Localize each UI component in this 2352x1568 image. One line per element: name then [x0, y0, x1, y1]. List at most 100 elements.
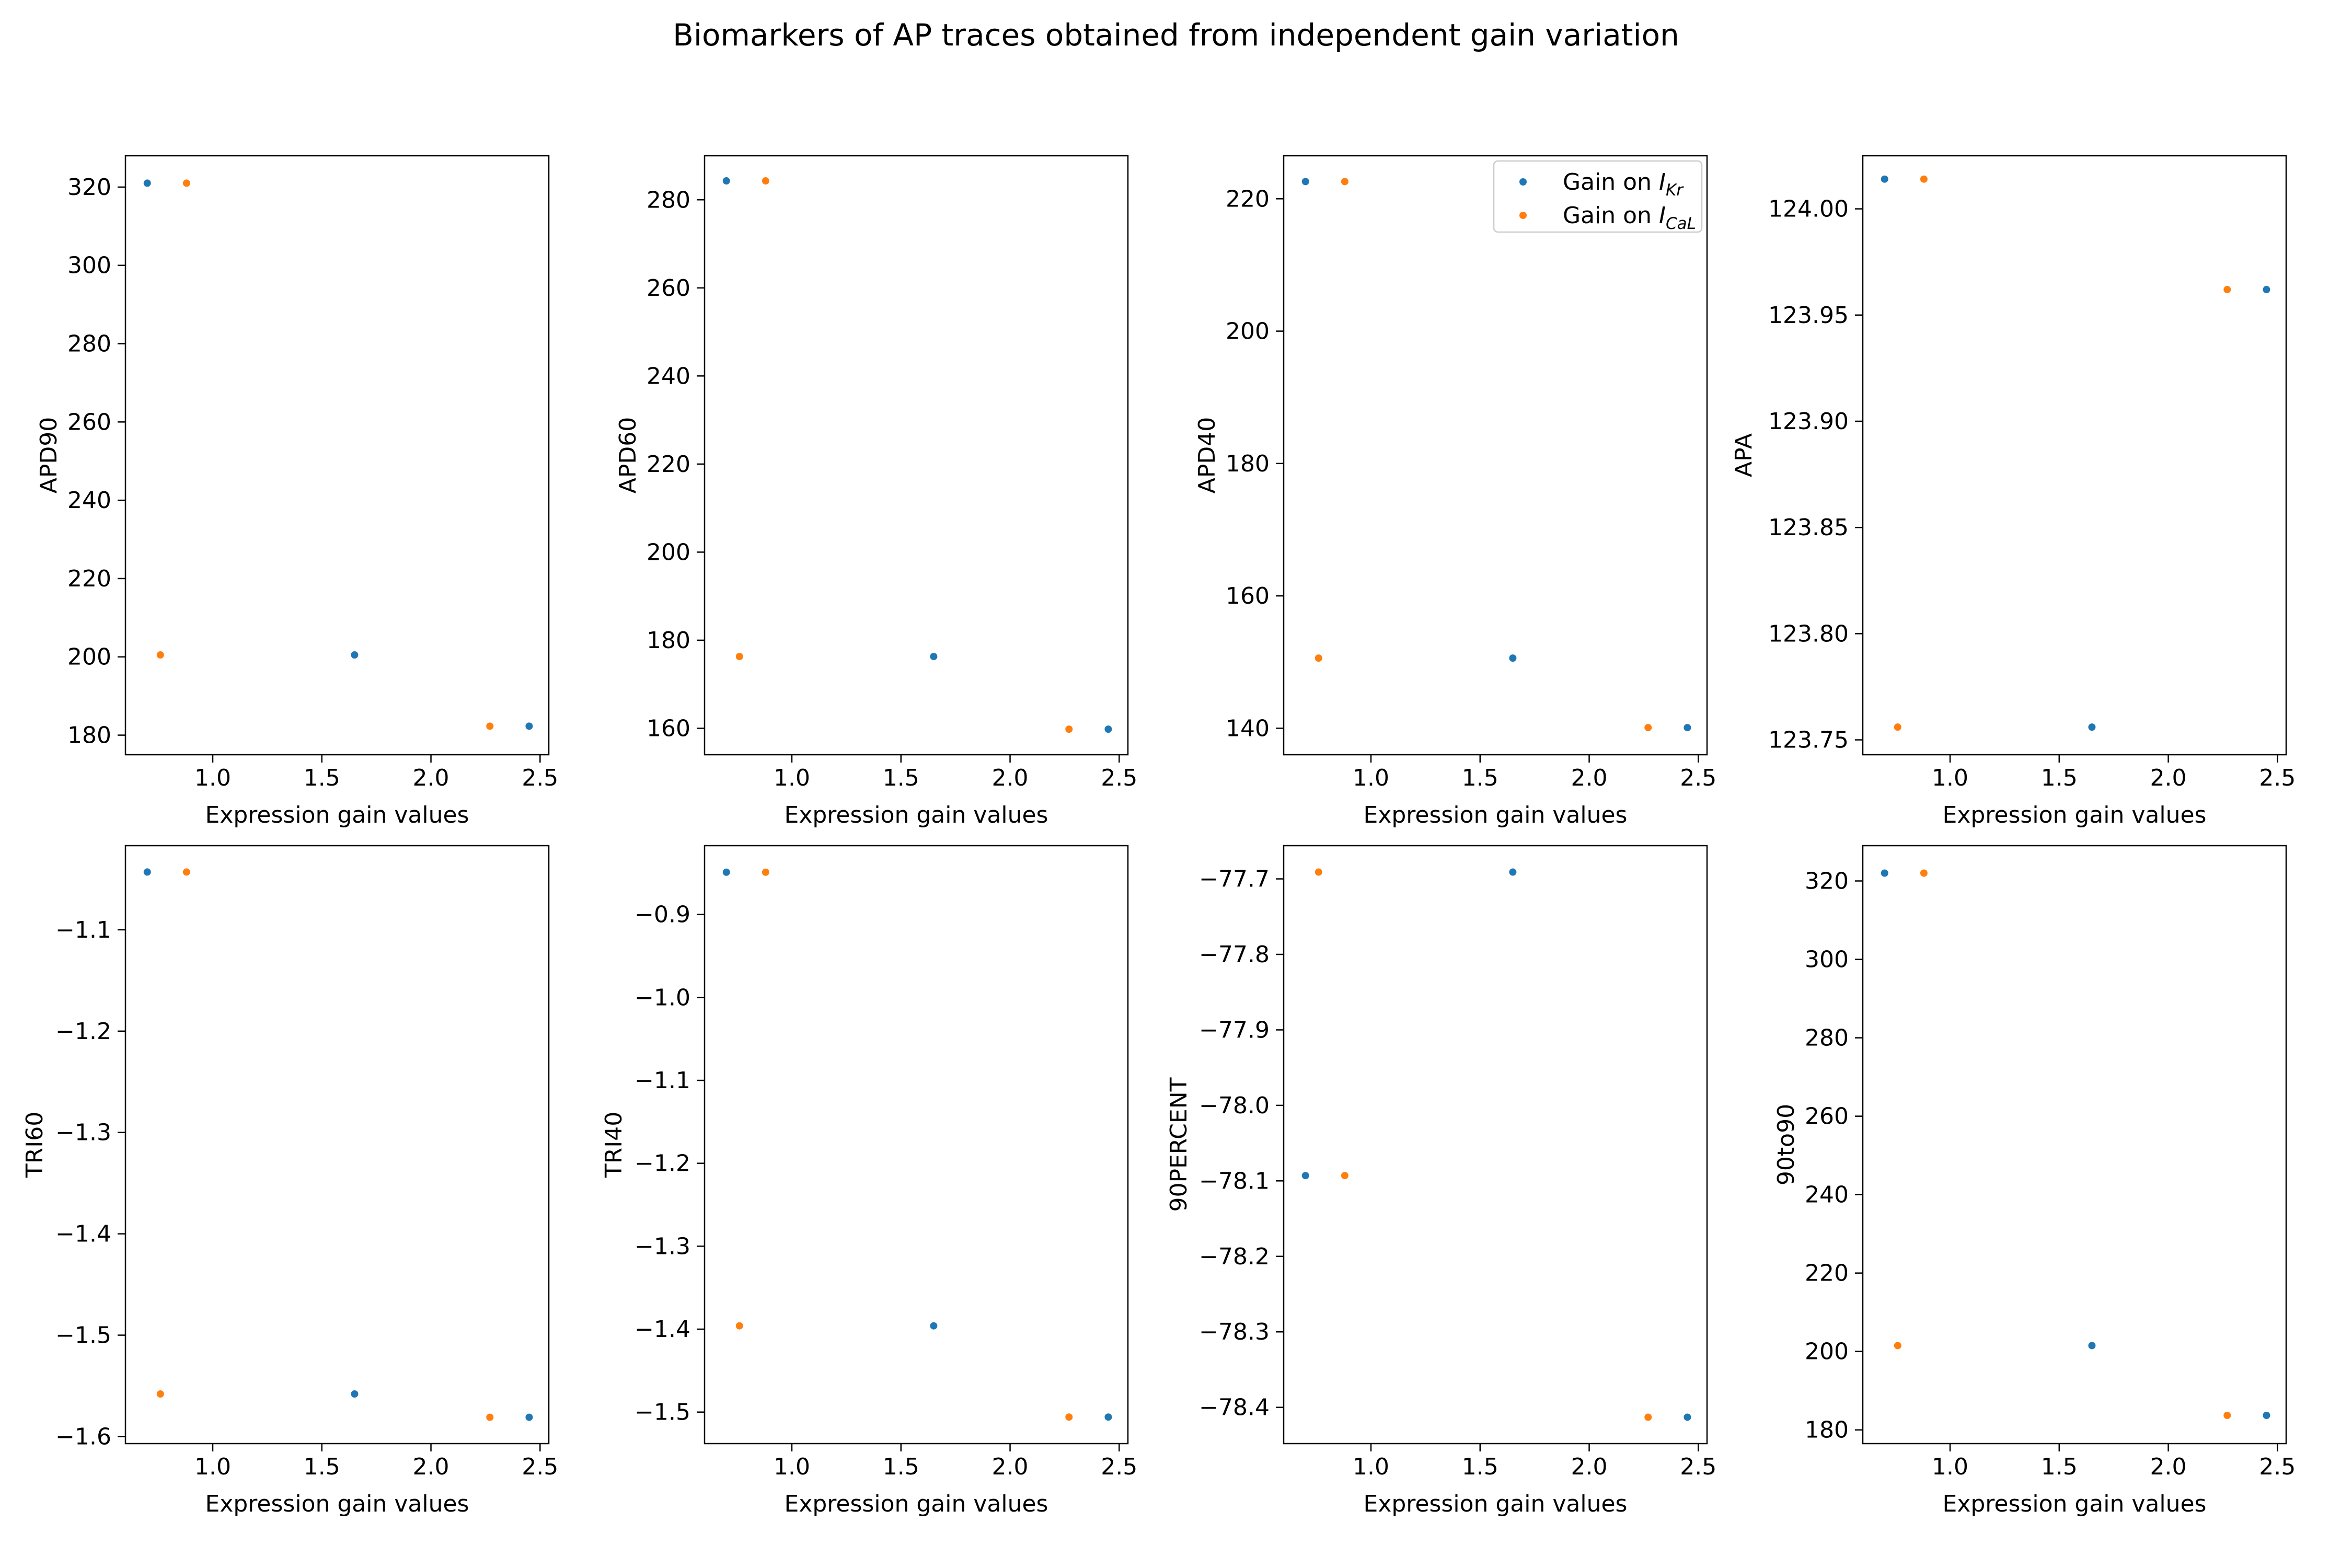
y-tick-label: 280: [1805, 1025, 1849, 1052]
point-gain-ikr: [1509, 654, 1517, 662]
point-gain-ical: [1065, 1413, 1073, 1421]
point-gain-ikr: [1684, 1413, 1691, 1421]
y-tick-label: 220: [67, 566, 111, 592]
y-tick-label: 180: [647, 627, 690, 654]
y-tick-label: −78.2: [1199, 1243, 1270, 1270]
y-tick-label: 300: [1805, 947, 1849, 973]
y-tick-label: −1.6: [55, 1423, 111, 1450]
y-tick-label: 300: [67, 252, 111, 279]
x-axis-label: Expression gain values: [1943, 802, 2207, 828]
y-tick-label: 220: [647, 451, 690, 478]
point-gain-ikr: [1104, 1413, 1112, 1421]
point-gain-ikr: [1881, 869, 1888, 877]
x-tick-label: 1.0: [774, 1454, 810, 1480]
x-tick-label: 2.0: [992, 765, 1029, 791]
y-tick-label: −1.1: [55, 917, 111, 943]
point-gain-ical: [182, 179, 190, 187]
point-gain-ical: [1894, 723, 1901, 731]
y-tick-label: 240: [1805, 1182, 1849, 1208]
y-tick-label: −77.9: [1199, 1017, 1270, 1043]
point-gain-ikr: [525, 1413, 533, 1421]
point-gain-ical: [1894, 1342, 1901, 1350]
y-tick-label: 200: [67, 644, 111, 671]
point-gain-ikr: [1881, 175, 1888, 183]
y-axis-label: 90PERCENT: [1166, 1077, 1192, 1212]
point-gain-ical: [1065, 725, 1073, 733]
x-tick-label: 1.0: [1932, 1454, 1968, 1480]
y-axis-label: APD60: [615, 417, 641, 494]
point-gain-ical: [1644, 724, 1652, 732]
subplot-90percent: 1.0 1.5 2.0 2.5 −78.4 −78.3 −78.2 −78.1 −78.0 −77…: [1166, 845, 1716, 1517]
point-gain-ical: [182, 868, 190, 876]
y-tick-label: 180: [1805, 1417, 1849, 1444]
legend-marker: [1519, 212, 1527, 219]
x-tick-label: 2.5: [522, 1454, 558, 1480]
y-tick-label: 280: [647, 187, 690, 213]
y-tick-label: −78.1: [1199, 1168, 1270, 1194]
point-gain-ikr: [722, 177, 730, 185]
subplot-apd90: 1.0 1.5 2.0 2.5 180 200 220 240 260 280 300 320 Expr…: [36, 155, 558, 828]
point-gain-ikr: [722, 868, 730, 876]
x-tick-label: 1.0: [1353, 765, 1389, 791]
y-tick-label: 180: [67, 722, 111, 749]
x-axis-label: Expression gain values: [1943, 1491, 2207, 1517]
point-gain-ical: [1315, 654, 1322, 662]
point-gain-ikr: [1684, 724, 1691, 732]
y-tick-label: 180: [1226, 451, 1270, 477]
x-axis-label: Expression gain values: [785, 1491, 1048, 1517]
x-tick-label: 1.5: [2041, 1454, 2078, 1480]
point-gain-ikr: [1509, 868, 1517, 876]
x-tick-label: 2.0: [413, 1454, 449, 1480]
y-tick-label: 160: [1226, 583, 1270, 609]
y-tick-label: 123.80: [1768, 620, 1849, 647]
y-tick-label: −1.2: [55, 1018, 111, 1045]
point-gain-ical: [2223, 1411, 2231, 1419]
point-gain-ikr: [2263, 1411, 2270, 1419]
plot-frame: [1283, 155, 1708, 756]
plot-frame: [704, 845, 1129, 1445]
y-tick-label: 240: [67, 487, 111, 514]
x-tick-label: 1.5: [304, 1454, 340, 1480]
point-gain-ical: [156, 1390, 164, 1398]
y-tick-label: −78.0: [1199, 1092, 1270, 1119]
y-tick-label: −78.4: [1199, 1394, 1270, 1421]
point-gain-ical: [2223, 286, 2231, 294]
point-gain-ikr: [2088, 723, 2096, 731]
legend-marker: [1519, 178, 1527, 186]
y-axis-label: APA: [1731, 433, 1757, 477]
x-tick-label: 1.0: [1932, 765, 1968, 791]
y-axis-label: 90to90: [1773, 1104, 1800, 1185]
point-gain-ical: [762, 177, 769, 185]
plot-frame: [1862, 845, 2287, 1445]
point-gain-ikr: [143, 868, 151, 876]
x-axis-label: Expression gain values: [205, 1491, 469, 1517]
plot-frame: [124, 155, 550, 756]
y-tick-label: −1.3: [635, 1233, 690, 1260]
y-tick-label: 200: [1226, 318, 1270, 345]
y-tick-label: 320: [1805, 868, 1849, 895]
y-axis-label: APD40: [1194, 417, 1220, 494]
point-gain-ical: [486, 722, 494, 730]
point-gain-ical: [1920, 869, 1928, 877]
y-tick-label: −78.3: [1199, 1319, 1270, 1345]
point-gain-ikr: [2088, 1342, 2096, 1350]
point-gain-ical: [1644, 1413, 1652, 1421]
x-tick-label: 1.5: [1462, 765, 1498, 791]
x-tick-label: 1.5: [2041, 765, 2078, 791]
point-gain-ikr: [2263, 286, 2270, 294]
x-tick-label: 1.5: [304, 765, 340, 791]
point-gain-ical: [1341, 1172, 1348, 1180]
point-gain-ikr: [351, 1390, 359, 1398]
x-tick-label: 2.0: [2150, 1454, 2187, 1480]
x-tick-label: 2.0: [413, 765, 449, 791]
x-tick-label: 1.5: [883, 765, 919, 791]
point-gain-ical: [735, 653, 743, 661]
point-gain-ikr: [143, 179, 151, 187]
x-tick-label: 2.0: [1571, 765, 1608, 791]
x-tick-label: 1.0: [194, 1454, 231, 1480]
point-gain-ical: [762, 868, 769, 876]
y-tick-label: −1.5: [55, 1322, 111, 1349]
